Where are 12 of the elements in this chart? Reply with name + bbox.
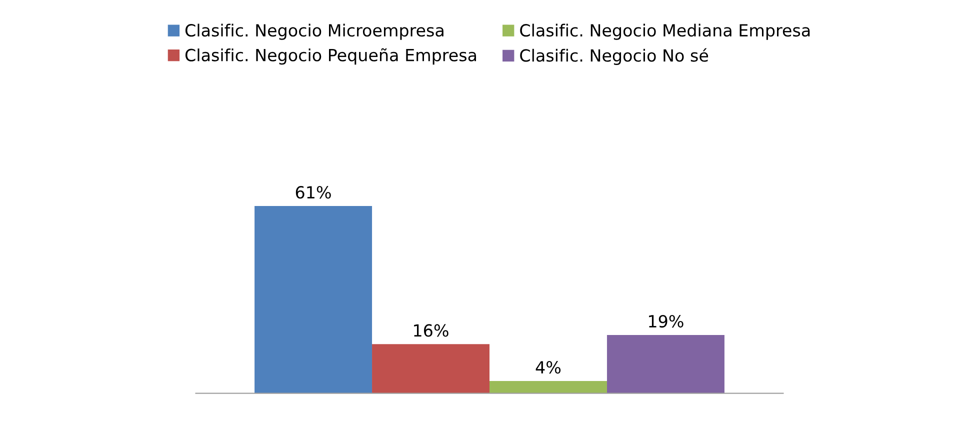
bar (372, 344, 490, 394)
data-label: 4% (536, 361, 561, 374)
data-label: 16% (414, 324, 448, 337)
legend-label: Clasific. Negocio No sé (520, 48, 708, 65)
bar (254, 206, 372, 394)
bar (490, 381, 607, 394)
legend-label: Clasific. Negocio Pequeña Empresa (185, 48, 476, 65)
data-label: 61% (296, 186, 331, 199)
legend-label: Clasific. Negocio Microempresa (185, 24, 444, 40)
legend-label: Clasific. Negocio Mediana Empresa (520, 24, 810, 40)
data-label: 19% (649, 314, 684, 328)
bar (606, 334, 724, 394)
